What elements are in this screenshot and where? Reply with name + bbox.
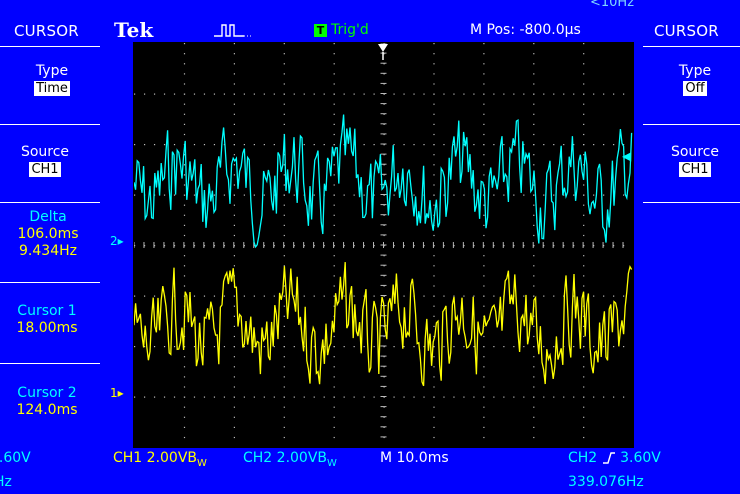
trigger-level-marker: ◀ (622, 149, 632, 163)
trigger-source: CH2 (568, 450, 598, 466)
left-source-value: CH1 (29, 162, 61, 177)
cursor2-button[interactable]: Cursor 2 124.0ms (0, 385, 94, 419)
left-menu-divider (0, 363, 100, 364)
timebase: M 10.0ms (380, 450, 449, 466)
right-source-label: Source (670, 144, 720, 160)
trigger-icon: T (314, 24, 327, 37)
left-menu-divider (0, 124, 100, 125)
ch1-waveform (133, 262, 633, 387)
left-source-button[interactable]: Source CH1 (0, 144, 90, 178)
ch1-ground-marker[interactable]: 1▸ (110, 386, 124, 400)
cursor1-value: 18.00ms (16, 320, 78, 336)
waveform-display (133, 42, 634, 448)
left-type-label: Type (35, 63, 69, 79)
rising-edge-icon (602, 452, 615, 464)
left-type-button[interactable]: Type Time (0, 63, 104, 97)
ch2-waveform (133, 114, 633, 249)
ch2-ground-marker[interactable]: 2▸ (110, 234, 124, 248)
cursor2-value: 124.0ms (16, 402, 78, 418)
graticule-and-traces (133, 42, 633, 439)
left-source-label: Source (20, 144, 70, 160)
left-menu-divider (0, 282, 100, 283)
trigger-frequency: 339.076Hz (568, 474, 644, 490)
trigger-readout: CH2 3.60V (568, 450, 661, 466)
right-menu-title: CURSOR (654, 22, 719, 40)
trigger-status-label: Trig'd (331, 22, 369, 38)
acquisition-pulse-icon (214, 24, 252, 37)
brand-logo: Tek (114, 18, 154, 42)
trigger-position-marker (378, 44, 388, 60)
freq-note: <10Hz (590, 0, 635, 10)
left-menu-divider (0, 46, 100, 47)
right-menu-divider (643, 124, 740, 125)
cursor1-label: Cursor 1 (17, 303, 77, 319)
right-menu-divider (643, 46, 740, 47)
horizontal-position: M Pos: -800.0µs (470, 22, 581, 38)
delta-label: Delta (29, 209, 67, 225)
delta-time: 106.0ms (17, 226, 79, 242)
cursor1-button[interactable]: Cursor 1 18.00ms (0, 303, 94, 337)
delta-frequency: 9.434Hz (19, 243, 77, 259)
right-type-label: Type (678, 63, 712, 79)
ch2-scale: CH2 2.00VBW (243, 450, 337, 469)
cursor2-label: Cursor 2 (17, 385, 77, 401)
left-type-value: Time (34, 81, 70, 96)
trigger-level: 3.60V (620, 450, 661, 466)
delta-readout: Delta 106.0ms 9.434Hz (0, 209, 96, 260)
trigger-status: T Trig'd (314, 22, 369, 38)
right-source-button[interactable]: Source CH1 (650, 144, 740, 178)
left-menu-divider (0, 202, 100, 203)
right-type-button[interactable]: Type Off (650, 63, 740, 97)
right-menu-divider (643, 202, 740, 203)
left-menu-title: CURSOR (14, 22, 79, 40)
ch1-scale: CH1 2.00VBW (113, 450, 207, 469)
left-edge-voltage: 3.60V (0, 450, 31, 466)
right-source-value: CH1 (679, 162, 711, 177)
left-edge-frequency: Hz (0, 474, 12, 490)
right-type-value: Off (683, 81, 707, 96)
